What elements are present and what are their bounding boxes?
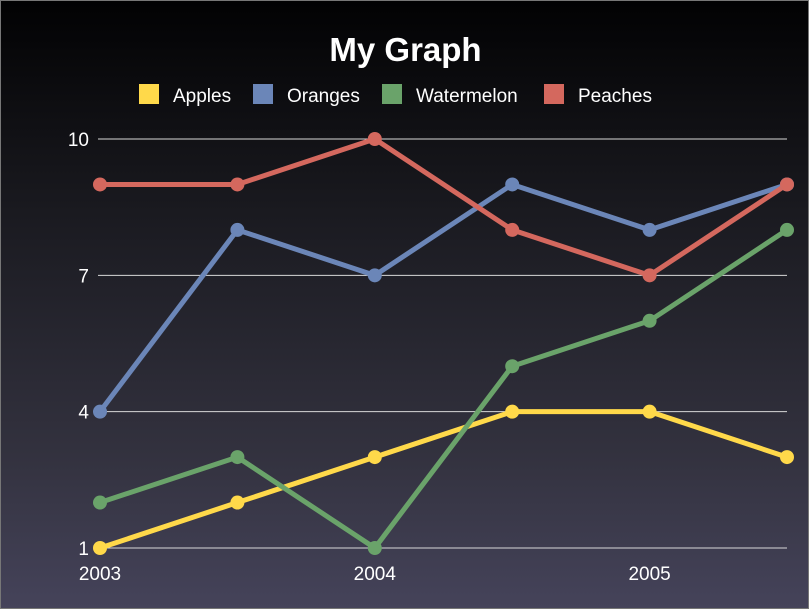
legend-label: Oranges xyxy=(287,86,360,107)
y-tick-label: 10 xyxy=(68,130,89,151)
data-point-watermelon xyxy=(780,222,794,237)
data-point-peaches xyxy=(93,177,107,192)
x-tick-label: 2003 xyxy=(79,564,121,585)
data-point-apples xyxy=(642,404,657,419)
data-point-peaches xyxy=(505,222,520,237)
legend-item-oranges: Oranges xyxy=(253,84,360,107)
legend-label: Peaches xyxy=(578,86,652,107)
data-point-watermelon xyxy=(367,541,382,555)
series-line-apples xyxy=(97,409,790,551)
data-point-apples xyxy=(780,450,794,465)
y-tick-label: 4 xyxy=(78,403,89,424)
series-line-watermelon xyxy=(97,227,790,551)
y-tick-label: 7 xyxy=(78,266,89,287)
data-point-peaches xyxy=(367,132,382,146)
legend-swatch xyxy=(544,84,564,104)
data-point-oranges xyxy=(505,177,520,192)
x-tick-label: 2005 xyxy=(628,564,670,585)
data-point-oranges xyxy=(93,404,107,419)
data-point-oranges xyxy=(642,222,657,237)
data-point-apples xyxy=(230,495,245,510)
data-point-peaches xyxy=(780,177,794,192)
legend-label: Watermelon xyxy=(416,86,518,107)
legend-item-watermelon: Watermelon xyxy=(382,84,518,107)
data-point-peaches xyxy=(642,268,657,283)
gridlines xyxy=(98,138,787,549)
series-line-peaches xyxy=(97,136,790,278)
legend-label: Apples xyxy=(173,86,231,107)
legend-item-peaches: Peaches xyxy=(544,84,652,107)
legend-swatch xyxy=(139,84,159,104)
data-point-watermelon xyxy=(93,495,107,510)
data-point-apples xyxy=(367,450,382,465)
y-axis-ticks: 1 4 7 10 xyxy=(68,130,90,560)
series-points xyxy=(93,132,794,555)
data-point-oranges xyxy=(367,268,382,283)
data-point-watermelon xyxy=(642,313,657,328)
data-point-apples xyxy=(93,541,107,555)
legend-item-apples: Apples xyxy=(139,84,231,107)
legend-swatch xyxy=(253,84,273,104)
y-tick-label: 1 xyxy=(78,539,89,560)
legend: Apples Oranges Watermelon Peaches xyxy=(139,84,652,107)
data-point-oranges xyxy=(230,222,245,237)
series-line-oranges xyxy=(97,181,790,415)
data-point-peaches xyxy=(230,177,245,192)
series-lines xyxy=(97,136,790,551)
legend-swatch xyxy=(382,84,402,104)
data-point-watermelon xyxy=(230,450,245,465)
x-tick-label: 2004 xyxy=(354,564,397,585)
x-axis-ticks: 2003 2004 2005 xyxy=(79,564,671,585)
data-point-apples xyxy=(505,404,520,419)
data-point-watermelon xyxy=(505,359,520,374)
chart-title: My Graph xyxy=(329,31,482,68)
